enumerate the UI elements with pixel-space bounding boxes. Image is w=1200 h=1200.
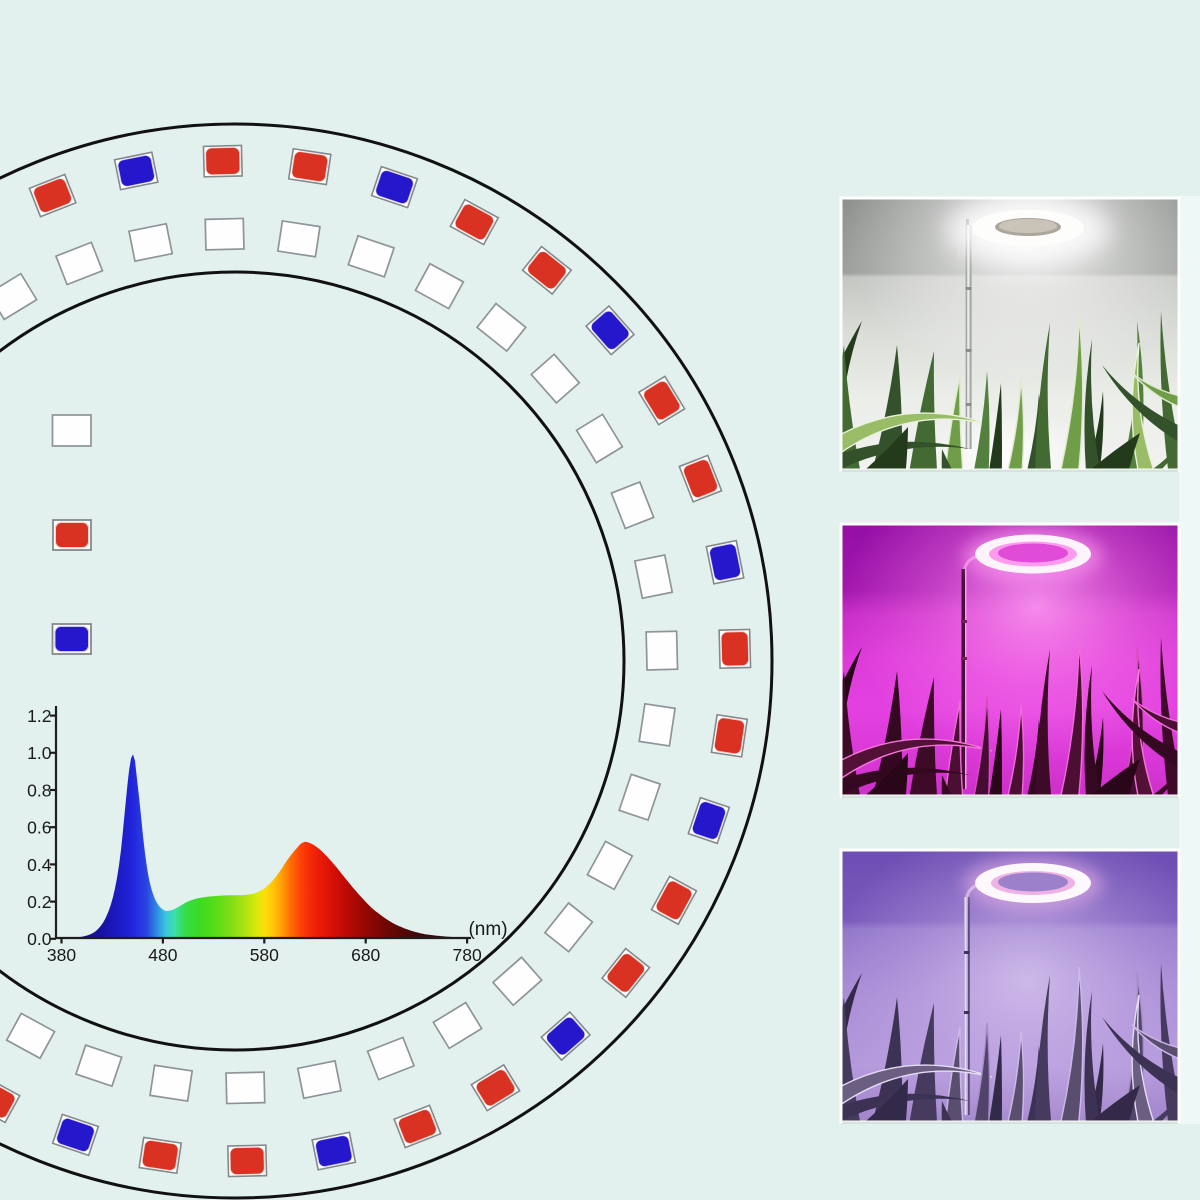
svg-text:680: 680 xyxy=(351,945,380,965)
svg-text:0.0: 0.0 xyxy=(27,929,52,949)
svg-text:(nm): (nm) xyxy=(468,919,507,940)
svg-text:580: 580 xyxy=(250,945,279,965)
svg-text:480: 480 xyxy=(148,945,177,965)
svg-text:0.6: 0.6 xyxy=(27,818,51,838)
svg-text:1.2: 1.2 xyxy=(27,706,51,726)
svg-text:1.0: 1.0 xyxy=(27,743,52,763)
svg-text:0.8: 0.8 xyxy=(27,780,51,800)
svg-text:0.2: 0.2 xyxy=(27,892,51,912)
svg-text:380: 380 xyxy=(47,945,76,965)
svg-text:780: 780 xyxy=(452,945,481,965)
svg-text:0.4: 0.4 xyxy=(27,855,52,875)
